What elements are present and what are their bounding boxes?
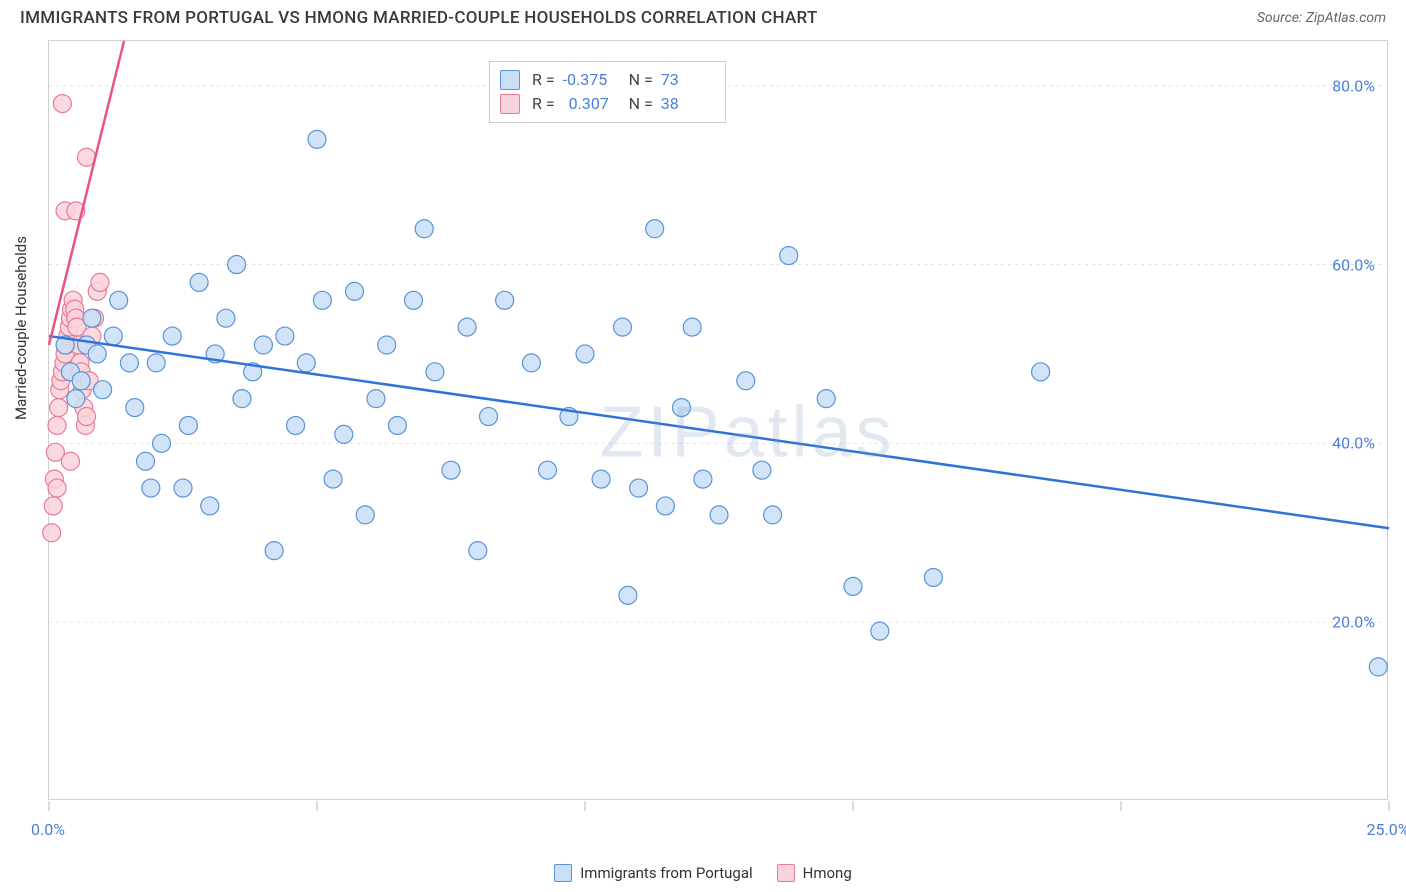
legend-row-portugal: R = -0.375 N = 73: [500, 68, 715, 92]
legend-swatch-hmong: [500, 94, 520, 114]
n-label: N =: [629, 68, 653, 92]
correlation-legend-box: R = -0.375 N = 73 R = 0.307 N = 38: [489, 61, 726, 123]
chart-title: IMMIGRANTS FROM PORTUGAL VS HMONG MARRIE…: [20, 8, 818, 28]
bottom-swatch-hmong: [777, 864, 795, 882]
legend-swatch-portugal: [500, 70, 520, 90]
y-tick-label: 80.0%: [1332, 76, 1375, 95]
x-tick-label: 25.0%: [1367, 820, 1406, 839]
legend-row-hmong: R = 0.307 N = 38: [500, 92, 715, 116]
y-tick-label: 20.0%: [1332, 613, 1375, 632]
y-axis-label: Married-couple Households: [12, 236, 30, 420]
n-value-portugal: 73: [661, 68, 715, 92]
r-label: R =: [532, 92, 555, 116]
bottom-legend-hmong: Hmong: [777, 864, 852, 882]
scatter-plot-svg: [49, 41, 1387, 799]
x-tick-label: 0.0%: [31, 820, 65, 839]
n-label: N =: [629, 92, 653, 116]
bottom-label-portugal: Immigrants from Portugal: [580, 864, 752, 882]
source-attribution: Source: ZipAtlas.com: [1257, 10, 1386, 26]
n-value-hmong: 38: [661, 92, 715, 116]
y-tick-label: 40.0%: [1332, 434, 1375, 453]
bottom-legend: Immigrants from Portugal Hmong: [0, 864, 1406, 882]
r-label: R =: [532, 68, 555, 92]
bottom-swatch-portugal: [554, 864, 572, 882]
bottom-label-hmong: Hmong: [803, 864, 852, 882]
r-value-hmong: 0.307: [563, 92, 617, 116]
bottom-legend-portugal: Immigrants from Portugal: [554, 864, 752, 882]
chart-plot-area: ZIPatlas R = -0.375 N = 73 R = 0.307 N =…: [48, 40, 1388, 800]
r-value-portugal: -0.375: [563, 68, 617, 92]
y-tick-label: 60.0%: [1332, 255, 1375, 274]
